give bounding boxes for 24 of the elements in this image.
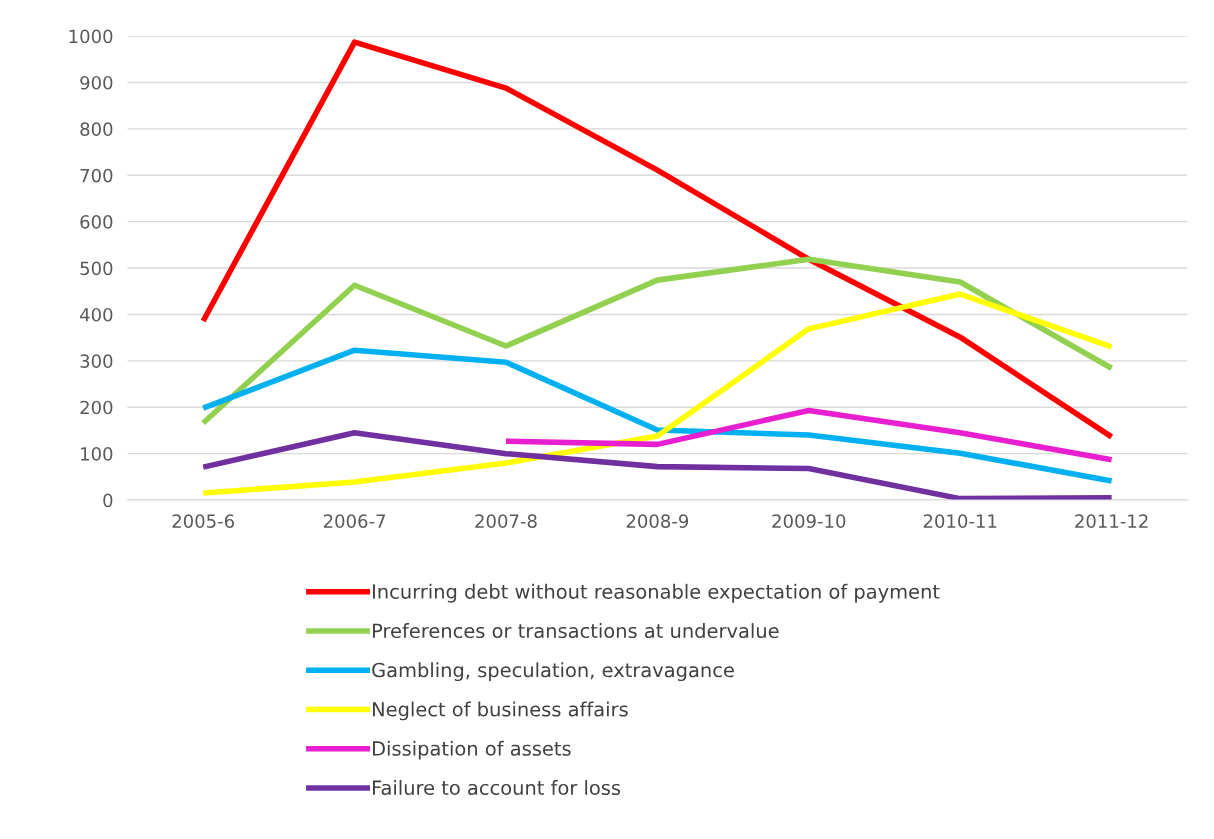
legend-label: Failure to account for loss [372, 780, 621, 796]
legend-label: Incurring debt without reasonable expectation of payment [372, 583, 940, 603]
x-tick-label: 2010-11 [923, 514, 997, 528]
legend-label: Preferences or transactions at undervalue [372, 623, 779, 639]
y-tick-label: 100 [81, 447, 113, 461]
y-tick-label: 500 [80, 261, 113, 276]
y-tick-label: 1000 [69, 29, 113, 44]
x-tick-label: 2005-6 [172, 514, 235, 528]
y-tick-label: 700 [80, 168, 113, 183]
legend-label: Gambling, speculation, extravagance [372, 662, 734, 682]
y-tick-label: 200 [80, 400, 113, 415]
legend-label: Neglect of business affairs [372, 701, 628, 721]
x-tick-label: 2011-12 [1075, 514, 1148, 528]
y-tick-label: 0 [103, 493, 113, 508]
x-tick-label: 2007-8 [475, 514, 537, 528]
legend-label: Dissipation of assets [372, 740, 571, 760]
x-tick-label: 2008-9 [626, 514, 689, 528]
x-tick-label: 2006-7 [323, 514, 386, 528]
x-tick-label: 2009-10 [772, 514, 846, 528]
y-tick-label: 600 [80, 215, 113, 229]
y-tick-label: 800 [80, 122, 113, 136]
y-tick-label: 400 [80, 307, 113, 322]
y-tick-label: 300 [80, 354, 113, 368]
y-tick-label: 900 [80, 75, 113, 90]
